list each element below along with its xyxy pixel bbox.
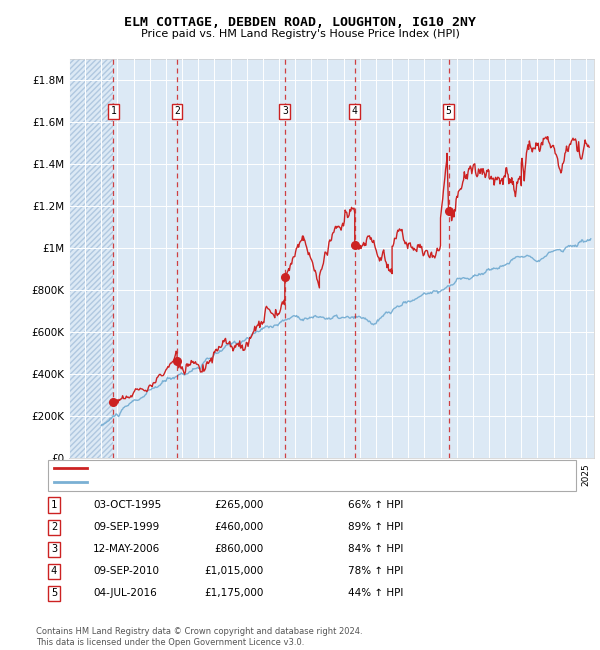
Text: 4: 4: [51, 566, 57, 577]
Text: £1,175,000: £1,175,000: [205, 588, 264, 599]
Text: 12-MAY-2006: 12-MAY-2006: [93, 544, 160, 554]
Text: 04-JUL-2016: 04-JUL-2016: [93, 588, 157, 599]
Text: 78% ↑ HPI: 78% ↑ HPI: [348, 566, 403, 577]
Text: 3: 3: [51, 544, 57, 554]
Text: 66% ↑ HPI: 66% ↑ HPI: [348, 500, 403, 510]
Text: £1,015,000: £1,015,000: [205, 566, 264, 577]
Text: Price paid vs. HM Land Registry's House Price Index (HPI): Price paid vs. HM Land Registry's House …: [140, 29, 460, 39]
Text: HPI: Average price, detached house, Epping Forest: HPI: Average price, detached house, Eppi…: [90, 477, 338, 487]
Polygon shape: [69, 58, 113, 458]
Text: £460,000: £460,000: [215, 522, 264, 532]
Text: 5: 5: [446, 106, 452, 116]
Text: £265,000: £265,000: [215, 500, 264, 510]
Text: 89% ↑ HPI: 89% ↑ HPI: [348, 522, 403, 532]
Text: Contains HM Land Registry data © Crown copyright and database right 2024.
This d: Contains HM Land Registry data © Crown c…: [36, 627, 362, 647]
Text: 09-SEP-1999: 09-SEP-1999: [93, 522, 159, 532]
Text: 44% ↑ HPI: 44% ↑ HPI: [348, 588, 403, 599]
Text: 1: 1: [51, 500, 57, 510]
Text: 03-OCT-1995: 03-OCT-1995: [93, 500, 161, 510]
Text: 1: 1: [110, 106, 116, 116]
Text: 2: 2: [174, 106, 180, 116]
Text: 5: 5: [51, 588, 57, 599]
Text: 84% ↑ HPI: 84% ↑ HPI: [348, 544, 403, 554]
Text: 4: 4: [352, 106, 358, 116]
Text: 3: 3: [282, 106, 288, 116]
Text: ELM COTTAGE, DEBDEN ROAD, LOUGHTON, IG10 2NY: ELM COTTAGE, DEBDEN ROAD, LOUGHTON, IG10…: [124, 16, 476, 29]
Text: ELM COTTAGE, DEBDEN ROAD, LOUGHTON, IG10 2NY (detached house): ELM COTTAGE, DEBDEN ROAD, LOUGHTON, IG10…: [90, 463, 441, 473]
Text: 09-SEP-2010: 09-SEP-2010: [93, 566, 159, 577]
Text: 2: 2: [51, 522, 57, 532]
Text: £860,000: £860,000: [215, 544, 264, 554]
